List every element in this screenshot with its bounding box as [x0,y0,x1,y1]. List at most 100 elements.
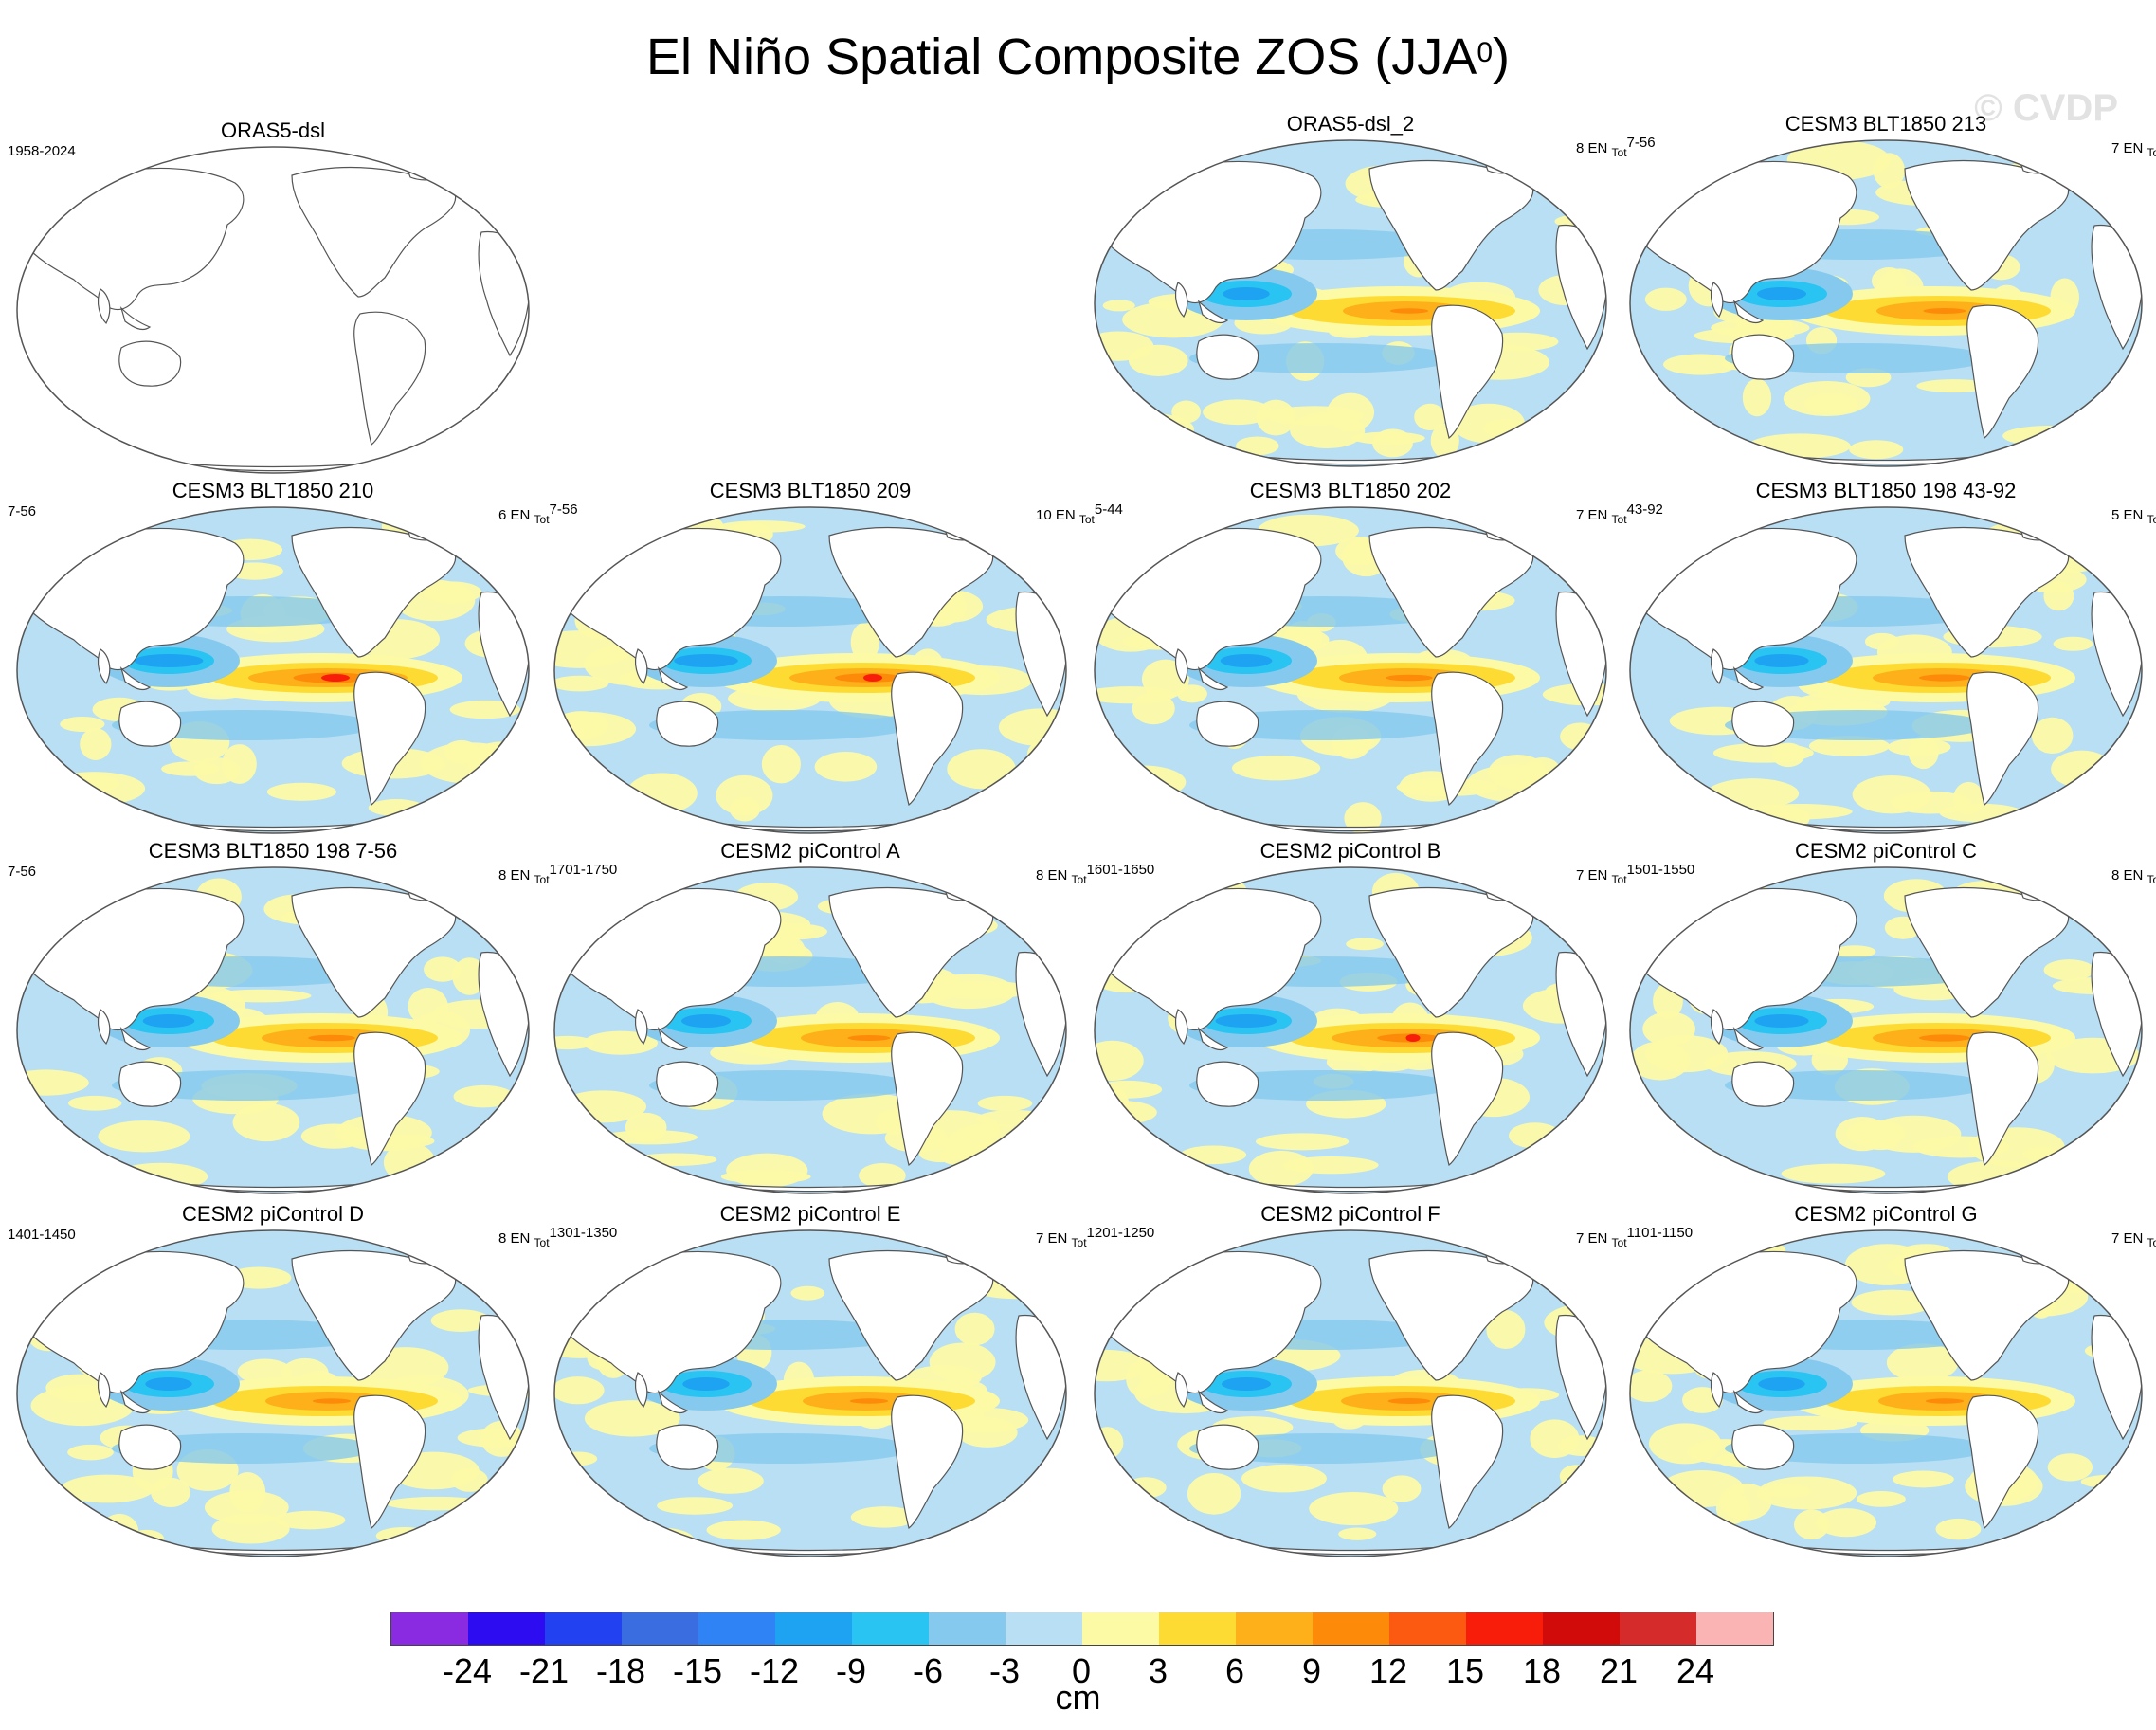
anomaly-patch [790,1285,825,1301]
anomaly-patch [1781,1163,1886,1184]
land-greenland [2018,519,2067,541]
map-panel: CESM3 BLT1850 198 7-56 7-56 8 EN Tot1701-1… [8,839,617,1204]
anomaly-patch [1547,523,1606,544]
panel-title: ORAS5-dsl [220,118,326,142]
land-australia [1196,334,1259,380]
land-seasia [657,1026,689,1051]
anomaly-patch [1873,153,1906,189]
land-australia [656,1061,719,1107]
anomaly-patch [1849,440,1904,460]
warm-tongue-band [1386,674,1433,682]
warm-tongue-band [1405,1034,1421,1042]
anomaly-patch [632,1527,695,1554]
anomaly-patch [569,515,610,555]
anomaly-patch [589,530,640,545]
colorbar-segment [391,1612,468,1645]
anomaly-patch [1102,300,1135,312]
anomaly-patch [1693,1534,1729,1547]
anomaly-patch [1126,1154,1161,1187]
land-samerica [891,671,964,807]
anomaly-patch [1235,436,1279,456]
anomaly-patch [1530,1419,1580,1459]
land-seasia [1732,665,1765,691]
land-greenland [2018,152,2067,174]
anomaly-patch [1132,692,1175,725]
anomaly-patch [1372,428,1413,458]
colorbar-segment [1313,1612,1389,1645]
anomaly-patch [976,1138,1066,1156]
robinson-map [16,866,530,1194]
anomaly-patch [1935,1518,1982,1540]
anomaly-patch [2053,636,2093,651]
colorbar-segment [1082,1612,1159,1645]
anomaly-patch [977,1095,1033,1112]
anomaly-patch [822,1093,921,1135]
colorbar-segment [1389,1612,1466,1645]
anomaly-patch [1856,1491,1906,1507]
land-india [634,1009,648,1046]
anomaly-patch [453,1084,515,1108]
land-india [1174,1009,1188,1046]
land-greenland [1482,519,1531,541]
event-count-text: 7 EN [1576,867,1612,883]
anomaly-patch [1180,1145,1247,1165]
event-count-sub: Tot [534,1236,550,1249]
anomaly-patch [850,622,879,663]
anomaly-patch [485,1473,529,1513]
map-panel: CESM3 BLT1850 202 7 EN Tot43-92 [1085,479,1663,844]
anomaly-patch [1256,399,1295,436]
panel-period-label: 1401-1450 [8,1227,76,1243]
anomaly-patch [1099,412,1194,446]
colorbar-units: cm [1055,1678,1101,1717]
warm-tongue-band [321,674,350,682]
land-seasia [1732,299,1765,324]
map-panel: CESM2 piControl G 7 EN Tot [1621,1202,2156,1567]
land-seasia [1197,299,1229,324]
anomaly-patch [698,1467,764,1494]
event-count-text: 5 EN [2111,507,2147,523]
anomaly-patch [1558,1471,1597,1514]
panel-event-count: 7 EN Tot1101-1150 [1576,1225,1693,1249]
next-panel-period-label: 7-56 [549,501,578,518]
anomaly-patch [1715,1492,1750,1524]
colorbar-segment [1543,1612,1620,1645]
land-india [97,648,111,685]
anomaly-patch [1187,1473,1241,1515]
anomaly-patch [1098,765,1187,799]
anomaly-patch [1852,774,1931,814]
anomaly-patch [1559,1465,1593,1488]
land-samerica [891,1394,964,1530]
anomaly-patch [467,741,529,784]
ocean-background [17,147,529,473]
colorbar-tick-label: -6 [912,1651,944,1690]
land-seasia [1732,1389,1765,1414]
anomaly-patch [1095,155,1157,168]
anomaly-patch [1095,799,1179,833]
robinson-map [553,1229,1067,1557]
anomaly-patch [1125,1477,1167,1499]
anomaly-patch [2043,1512,2111,1554]
event-count-text: 8 EN [498,867,534,883]
cool-pool-band [681,1014,731,1028]
land-samerica [1966,1394,2039,1530]
panel-title: CESM2 piControl F [1260,1202,1440,1226]
map-panel: CESM2 piControl C 8 EN Tot [1621,839,2156,1204]
land-india [1174,1372,1188,1409]
land-india [634,648,648,685]
next-panel-period-label: 1201-1250 [1086,1225,1155,1241]
land-india [634,1372,648,1409]
warm-tongue-band [1387,1398,1431,1404]
colorbar-tick-label: -18 [595,1651,646,1690]
panel-event-count: 7 EN Tot [2111,140,2156,159]
event-count-sub: Tot [1611,513,1627,526]
map-panel: CESM3 BLT1850 210 7-56 6 EN Tot7-56 [8,479,578,844]
event-count-text: 8 EN [498,1230,534,1247]
map-border [1629,506,2143,834]
anomaly-patch [1486,1310,1526,1350]
panel-event-count: 8 EN Tot7-56 [1576,135,1656,159]
anomaly-patch [859,1163,906,1189]
colorbar-tick-label: -12 [749,1651,800,1690]
anomaly-patch [1346,938,1384,951]
anomaly-patch [232,1103,300,1142]
anomaly-patch [564,1507,628,1546]
